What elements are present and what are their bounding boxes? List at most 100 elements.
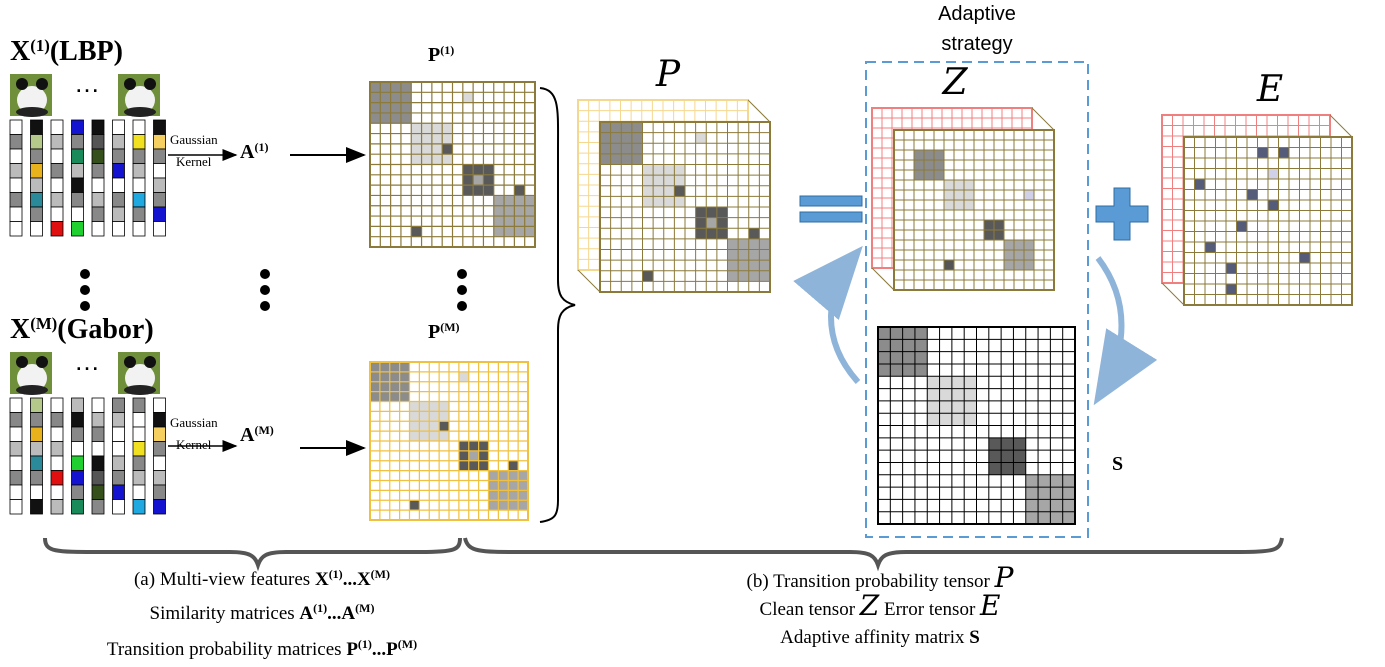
- cell: [643, 271, 654, 282]
- feature-cell: [133, 485, 145, 500]
- feature-cell: [72, 164, 84, 179]
- feature-cell: [10, 207, 22, 222]
- feature-cell: [31, 222, 43, 237]
- feature-cell: [31, 442, 43, 457]
- feature-cell: [51, 178, 63, 193]
- image: [16, 78, 28, 90]
- label-base: X: [10, 314, 30, 345]
- feature-cell: [92, 500, 104, 515]
- label-sup: (1): [254, 140, 268, 154]
- caption-part: (M): [398, 637, 417, 651]
- feature-cell: [113, 164, 125, 179]
- cell: [439, 421, 449, 431]
- feature-cell: [72, 413, 84, 428]
- image: [124, 356, 136, 368]
- block: [989, 438, 1026, 475]
- dot: [457, 269, 467, 279]
- caption-part: Transition probability matrices: [107, 639, 346, 660]
- block: [914, 150, 944, 180]
- label: Gaussian: [170, 415, 218, 430]
- label-name: (LBP): [50, 36, 123, 67]
- feature-cell: [92, 178, 104, 193]
- feature-cell: [31, 164, 43, 179]
- image: [124, 78, 136, 90]
- caption-part: ...: [343, 569, 357, 590]
- feature-cell: [51, 398, 63, 413]
- caption: Similarity matrices A(1)...A(M): [150, 601, 375, 624]
- label-sup: (M): [254, 423, 273, 437]
- feature-cell: [31, 485, 43, 500]
- feature-cell: [113, 442, 125, 457]
- image: [144, 356, 156, 368]
- feature-cell: [113, 398, 125, 413]
- feature-cell: [10, 222, 22, 237]
- feature-cell: [154, 222, 166, 237]
- image: [144, 78, 156, 90]
- feature-cell: [113, 471, 125, 486]
- feature-cell: [51, 164, 63, 179]
- feature-cell: [92, 427, 104, 442]
- feature-cell: [72, 398, 84, 413]
- feature-cell: [72, 485, 84, 500]
- caption-part: Z: [859, 589, 880, 622]
- caption-part: Similarity matrices: [150, 603, 300, 624]
- feature-cell: [113, 193, 125, 208]
- cell: [410, 500, 420, 510]
- feature-cell: [133, 178, 145, 193]
- cell: [469, 451, 479, 461]
- feature-cell: [154, 427, 166, 442]
- label: S: [1112, 453, 1123, 475]
- feature-cell: [72, 135, 84, 150]
- label-base: P: [428, 321, 440, 343]
- feature-cell: [133, 413, 145, 428]
- feature-cell: [31, 193, 43, 208]
- feature-cell: [51, 485, 63, 500]
- cell: [473, 175, 483, 185]
- cell: [1024, 190, 1034, 200]
- feature-cell: [10, 149, 22, 164]
- feature-cell: [72, 120, 84, 135]
- dot: [457, 285, 467, 295]
- image: [16, 385, 48, 395]
- feature-cell: [51, 427, 63, 442]
- label: Gaussian: [170, 132, 218, 147]
- feature-cell: [154, 485, 166, 500]
- feature-cell: [154, 135, 166, 150]
- feature-cell: [133, 149, 145, 164]
- cell: [1237, 221, 1248, 232]
- feature-cell: [31, 207, 43, 222]
- cell: [1195, 179, 1206, 190]
- caption-part: A: [299, 603, 313, 624]
- feature-cell: [10, 413, 22, 428]
- feature-cell: [113, 456, 125, 471]
- cell: [944, 260, 954, 270]
- feature-cell: [31, 149, 43, 164]
- feature-cell: [72, 207, 84, 222]
- feature-cell: [10, 442, 22, 457]
- cell: [1226, 263, 1237, 274]
- label-sup: (1): [30, 36, 50, 55]
- caption-part: (1): [313, 601, 327, 615]
- feature-cell: [51, 207, 63, 222]
- plus-sign: [1096, 188, 1148, 240]
- caption-part: X: [315, 569, 329, 590]
- feature-cell: [154, 456, 166, 471]
- caption: Clean tensor Z Error tensor E: [760, 589, 1001, 622]
- feature-cell: [92, 485, 104, 500]
- feature-cell: [113, 135, 125, 150]
- feature-cell: [72, 456, 84, 471]
- view-label: X(1)(LBP): [10, 36, 123, 68]
- caption-part: Adaptive affinity matrix: [780, 627, 969, 648]
- image: [36, 78, 48, 90]
- label-base: X: [10, 36, 30, 67]
- cell: [1247, 190, 1258, 201]
- feature-cell: [113, 500, 125, 515]
- cell: [1268, 200, 1279, 211]
- cube-edge: [1162, 283, 1184, 305]
- cube-edge: [872, 268, 894, 290]
- caption-part: E: [979, 589, 1000, 622]
- label: …: [74, 68, 100, 98]
- caption-part: (1): [329, 567, 343, 581]
- feature-cell: [31, 427, 43, 442]
- feature-cell: [10, 471, 22, 486]
